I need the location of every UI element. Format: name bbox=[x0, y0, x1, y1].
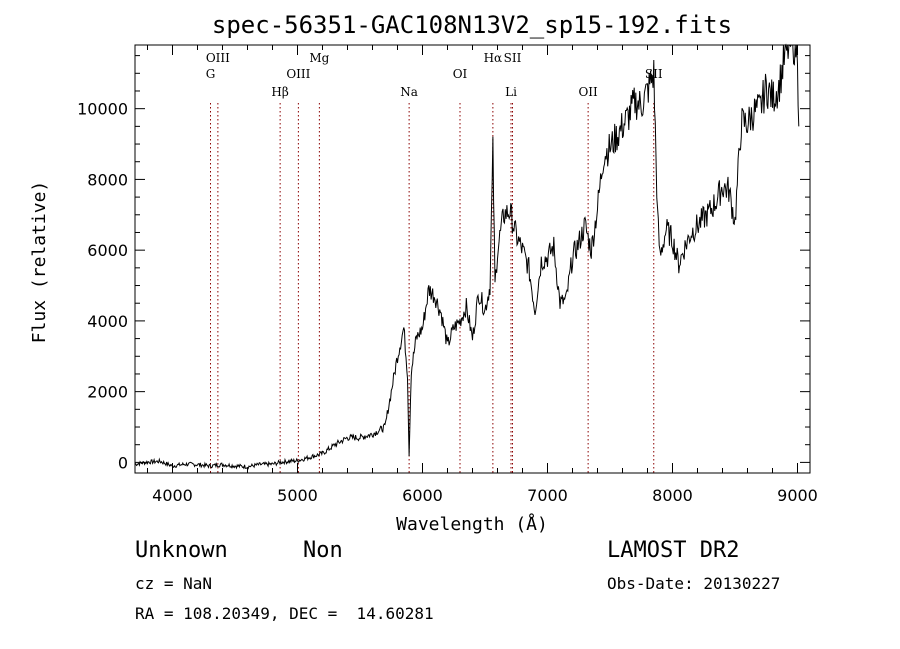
x-tick-label: 9000 bbox=[777, 486, 818, 505]
y-tick-label: 2000 bbox=[87, 383, 128, 402]
x-tick-label: 6000 bbox=[402, 486, 443, 505]
y-tick-label: 8000 bbox=[87, 170, 128, 189]
spectral-line-label: SII bbox=[504, 51, 522, 65]
spectral-line-label: OIII bbox=[286, 67, 310, 81]
x-tick-label: 8000 bbox=[652, 486, 693, 505]
spectral-line-label: Mg bbox=[309, 51, 329, 65]
plot-frame bbox=[134, 44, 811, 474]
ra-dec-coordinates: RA = 108.20349, DEC = 14.60281 bbox=[135, 604, 434, 623]
redshift-cz: cz = NaN bbox=[135, 574, 213, 593]
y-tick-label: 6000 bbox=[87, 241, 128, 260]
x-axis: 4000 5000 6000 7000 8000 9000 bbox=[147, 45, 818, 505]
spectral-line-label: Hβ bbox=[271, 85, 288, 99]
x-tick-label: 4000 bbox=[152, 486, 193, 505]
y-axis: 0 2000 4000 6000 8000 10000 bbox=[77, 55, 810, 472]
y-tick-label: 0 bbox=[118, 453, 128, 472]
spectral-line-label: OI bbox=[453, 67, 468, 81]
y-axis-label: Flux (relative) bbox=[29, 181, 50, 344]
spectral-line-label: Na bbox=[400, 85, 418, 99]
spectral-line-label: Hα bbox=[484, 51, 503, 65]
x-axis-label: Wavelength (Å) bbox=[396, 513, 548, 535]
x-tick-label: 7000 bbox=[527, 486, 568, 505]
spectral-line-label: OII bbox=[578, 85, 598, 99]
spectral-line-label: G bbox=[206, 67, 216, 81]
survey-name: LAMOST DR2 bbox=[607, 538, 740, 563]
object-class: Unknown bbox=[135, 538, 228, 563]
spectrum-line bbox=[134, 43, 800, 470]
spectrum-series bbox=[134, 43, 800, 470]
observation-date: Obs-Date: 20130227 bbox=[607, 574, 781, 593]
chart-title: spec-56351-GAC108N13V2_sp15-192.fits bbox=[212, 11, 732, 39]
y-tick-label: 4000 bbox=[87, 312, 128, 331]
object-subclass: Non bbox=[303, 538, 343, 563]
spectral-line-label: OIII bbox=[206, 51, 230, 65]
y-tick-label: 10000 bbox=[77, 100, 128, 119]
spectral-line-label: Li bbox=[505, 85, 517, 99]
x-tick-label: 5000 bbox=[277, 486, 318, 505]
